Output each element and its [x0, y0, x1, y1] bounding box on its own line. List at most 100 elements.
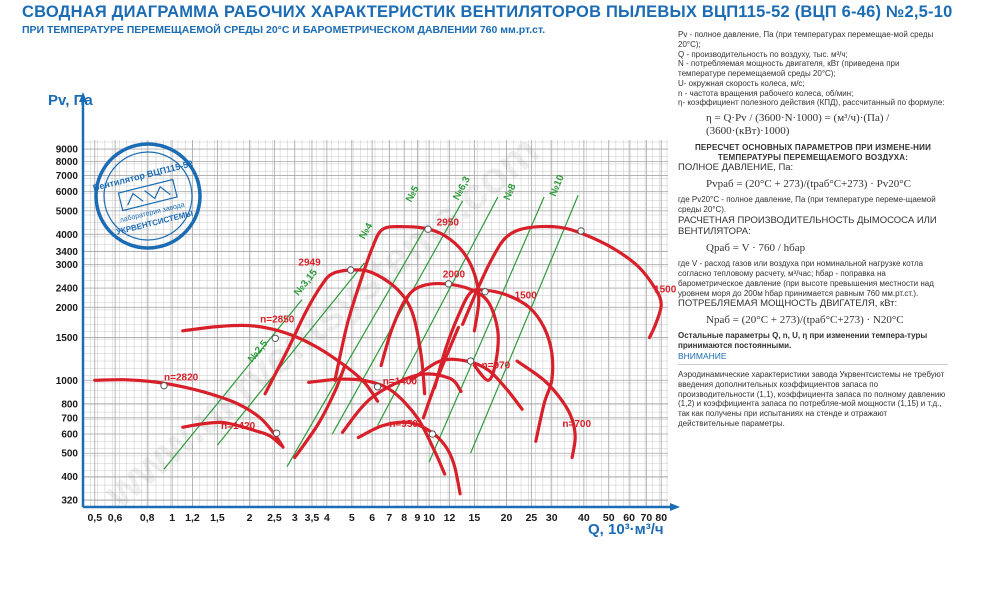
- x-tick-label: 2,5: [267, 512, 282, 524]
- x-tick-label: 60: [623, 512, 635, 524]
- curve-label: n=700: [562, 419, 591, 430]
- curve-label: n=1400: [383, 377, 418, 388]
- curve-label: 2950: [437, 217, 460, 228]
- definitions-list: Pv - полное давление, Па (при температур…: [678, 30, 948, 108]
- x-tick-label: 8: [401, 512, 407, 524]
- efficiency-point: [271, 334, 279, 342]
- y-tick-label: 1000: [56, 376, 79, 387]
- y-tick-label: 320: [61, 496, 78, 507]
- x-tick-label: 6: [369, 512, 375, 524]
- curve-6-0: [461, 224, 663, 340]
- curve-4-0: [379, 281, 500, 382]
- fan-line-6: [470, 194, 579, 454]
- efficiency-point: [346, 266, 355, 274]
- y-tick-label: 400: [61, 472, 78, 483]
- y-tick-label: 2400: [56, 284, 79, 295]
- curve-0-0: [93, 378, 285, 449]
- curve-0-1: [181, 420, 283, 447]
- x-axis-arrow: [670, 503, 680, 511]
- efficiency-point: [160, 381, 168, 390]
- y-tick-label: 6000: [56, 187, 79, 198]
- x-tick-label: 80: [655, 512, 667, 524]
- capacity-note: где V - расход газов или воздуха при ном…: [678, 259, 934, 298]
- y-tick-label: 3400: [56, 247, 79, 258]
- chart-subtitle: ПРИ ТЕМПЕРАТУРЕ ПЕРЕМЕЩАЕМОЙ СРЕДЫ 20°С …: [22, 24, 546, 36]
- y-tick-label: 8000: [56, 157, 79, 168]
- fan-line-1: [216, 262, 365, 446]
- x-tick-label: 0,5: [87, 512, 102, 524]
- chart-title: СВОДНАЯ ДИАГРАММА РАБОЧИХ ХАРАКТЕРИСТИК …: [22, 3, 953, 21]
- definition-4: n - частота вращения рабочего колеса, об…: [678, 88, 854, 98]
- curve-2-1: [293, 363, 347, 460]
- efficiency-point: [373, 383, 382, 391]
- pressure-note: где Pv20°С - полное давление, Па (при те…: [678, 195, 936, 215]
- watermark: www.ukrventsystems.com: [94, 126, 548, 518]
- curve-label: 2949: [298, 257, 321, 268]
- x-tick-label: 3,5: [305, 512, 320, 524]
- x-tick-label: 10: [423, 512, 435, 524]
- x-tick-label: 0,8: [140, 512, 155, 524]
- fan-line-4: [377, 196, 499, 426]
- curve-3-0: [333, 224, 481, 382]
- notes-panel: Pv - полное давление, Па (при температур…: [678, 30, 948, 429]
- y-tick-label: 7000: [56, 171, 79, 182]
- y-tick-label: 3000: [56, 260, 79, 271]
- chart-axes: 3204005006007008001000150020002400300034…: [48, 92, 680, 538]
- x-tick-label: 25: [526, 512, 538, 524]
- curve-label: n=970: [482, 360, 511, 371]
- definition-3: U- окружная скорость колеса, м/с;: [678, 78, 805, 88]
- curve-3-1: [356, 420, 462, 496]
- curve-4-1: [409, 357, 524, 411]
- definition-1: Q - производительность по воздуху, тыс. …: [678, 49, 848, 59]
- x-tick-label: 50: [603, 512, 615, 524]
- x-tick-label: 4: [324, 512, 330, 524]
- x-tick-label: 12: [444, 512, 456, 524]
- curve-label: n=2850: [260, 315, 295, 326]
- x-tick-label: 9: [414, 512, 420, 524]
- fan-line-5: [428, 196, 545, 463]
- eta-formula: η = Q·Pv / (3600·N·1000) = (м³/ч)·(Па) /…: [706, 112, 890, 138]
- y-tick-label: 4000: [56, 230, 79, 241]
- definition-5: η- коэффициент полезного действия (КПД),…: [678, 98, 945, 108]
- curve-label: n=2820: [164, 372, 199, 383]
- x-tick-label: 2: [247, 512, 253, 524]
- x-tick-label: 0,6: [108, 512, 123, 524]
- curve-label: 2000: [443, 270, 466, 281]
- pressure-title: ПОЛНОЕ ДАВЛЕНИЕ, Па:: [678, 162, 794, 174]
- efficiency-point: [428, 430, 437, 438]
- y-axis-arrow: [79, 92, 87, 102]
- x-tick-label: 30: [546, 512, 558, 524]
- efficiency-point: [577, 227, 585, 235]
- efficiency-point: [424, 225, 432, 233]
- x-tick-label: 1,5: [210, 512, 225, 524]
- efficiency-point: [272, 429, 281, 437]
- x-tick-label: 7: [386, 512, 392, 524]
- x-tick-label: 3: [292, 512, 298, 524]
- y-tick-label: 9000: [56, 144, 79, 155]
- other-params: Остальные параметры Q, n, U, η при измен…: [678, 331, 928, 351]
- fan-size-lines: [163, 194, 579, 470]
- x-tick-label: 1: [169, 512, 175, 524]
- y-axis-label: Pv, Па: [48, 92, 93, 109]
- performance-curves: [93, 224, 663, 496]
- curve-label: 1500: [654, 285, 677, 296]
- capacity-title: РАСЧЕТНАЯ ПРОИЗВОДИТЕЛЬНОСТЬ ДЫМОСОСА ИЛ…: [678, 214, 937, 238]
- x-tick-label: 15: [469, 512, 481, 524]
- y-tick-label: 600: [61, 430, 78, 441]
- x-tick-label: 70: [640, 512, 652, 524]
- fan-size-label: №5: [404, 184, 422, 204]
- efficiency-point: [466, 357, 475, 365]
- curve-label: n=1420: [221, 421, 256, 432]
- pressure-formula: Pvраб = (20°С + 273)/(tраб°С+273) · Pv20…: [706, 177, 911, 190]
- power-title: ПОТРЕБЛЯЕМАЯ МОЩНОСТЬ ДВИГАТЕЛЯ, кВт:: [678, 298, 898, 310]
- efficiency-points: [160, 225, 585, 438]
- curve-label: 1500: [515, 291, 538, 302]
- y-tick-label: 700: [61, 413, 78, 424]
- x-tick-label: 20: [501, 512, 513, 524]
- x-tick-label: 5: [349, 512, 355, 524]
- fan-line-0: [163, 299, 303, 470]
- y-tick-label: 2000: [56, 303, 79, 314]
- definition-0: Pv - полное давление, Па (при температур…: [678, 30, 934, 49]
